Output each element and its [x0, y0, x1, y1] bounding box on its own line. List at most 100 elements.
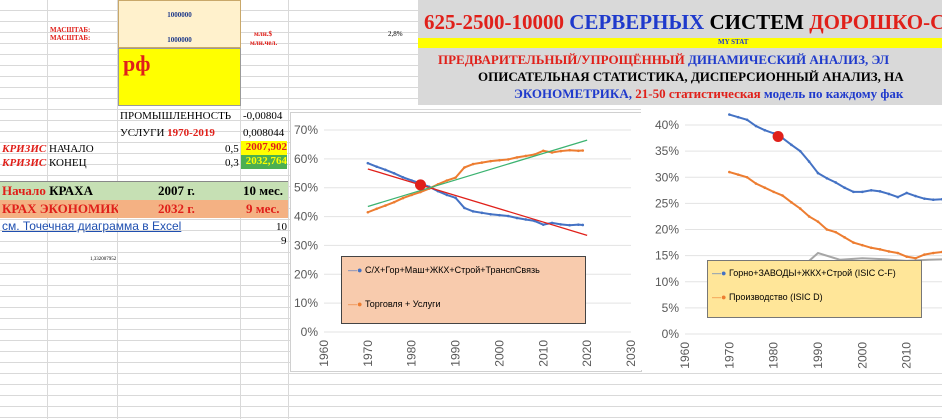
data-point	[581, 223, 585, 227]
percent-cell: 2,8%	[388, 30, 403, 38]
chart-2-legend: —● Горно+ЗАВОДЫ+ЖКХ+Строй (ISIC C-F) —● …	[707, 260, 922, 318]
data-point	[878, 190, 882, 193]
crisis-start-coef: 0,5	[225, 143, 239, 155]
y-tick-label: 40%	[655, 118, 679, 132]
data-point	[923, 197, 926, 200]
data-point	[541, 149, 545, 153]
data-point	[471, 162, 475, 166]
crash-econ-row[interactable]: КРАХ ЭКОНОМИК 2032 г. 9 мес.	[0, 200, 288, 218]
data-point	[896, 251, 900, 255]
x-tick-label: 2030	[624, 340, 638, 367]
unit-label-2: млн.чел.	[250, 39, 278, 47]
series-line	[367, 149, 583, 214]
data-point	[869, 246, 873, 250]
banner-line-1: ПРЕДВАРИТЕЛЬНЫЙ/УПРОЩЁННЫЙ ДИНАМИЧЕСКИЙ …	[438, 52, 890, 67]
data-point	[489, 159, 492, 163]
data-point	[568, 148, 571, 152]
data-point	[577, 223, 580, 226]
chart-1-panel[interactable]: 0% 10% 20% 30% 40% 50% 60% 70% 1960 1970 1980 1990 2…	[290, 112, 642, 372]
data-point	[887, 192, 891, 196]
value-9: 9	[281, 235, 287, 247]
crash-econ-months: 9 мес.	[246, 201, 280, 216]
data-point	[816, 171, 820, 175]
data-point	[541, 223, 545, 226]
unit-label-1: млн.$	[254, 30, 272, 38]
mystat-bar: MY STAT	[418, 38, 942, 48]
data-point	[861, 190, 864, 194]
data-point	[559, 149, 563, 153]
legend-2-item-1: —● Горно+ЗАВОДЫ+ЖКХ+Строй (ISIC C-F)	[712, 268, 896, 278]
value-10: 10	[276, 221, 287, 233]
data-point	[375, 165, 378, 168]
data-point	[825, 176, 829, 180]
x-tick-label: 1960	[317, 340, 331, 367]
banner-line-2: ОПИСАТЕЛЬНАЯ СТАТИСТИКА, ДИСПЕРСИОННЫЙ А…	[478, 69, 904, 84]
crisis-start-year-cell[interactable]: 2007,902	[241, 141, 287, 155]
data-point	[905, 255, 908, 258]
data-point	[366, 161, 370, 165]
crash-start-year: 2007 г.	[158, 183, 195, 198]
data-point	[463, 206, 466, 210]
data-point	[869, 189, 873, 192]
series-line	[729, 113, 942, 201]
series-line	[367, 162, 583, 227]
data-point	[524, 154, 528, 158]
y-tick-label: 5%	[662, 301, 680, 315]
scale-input-mid[interactable]: 1000000	[118, 34, 241, 48]
data-point	[843, 186, 846, 189]
data-point	[524, 218, 528, 221]
data-point	[905, 191, 908, 195]
data-point	[401, 176, 405, 179]
x-tick-label: 2000	[855, 342, 869, 369]
scale-input-top[interactable]: 1000000	[118, 0, 241, 36]
data-point	[445, 193, 449, 197]
data-point	[745, 175, 749, 179]
data-point	[896, 195, 900, 199]
data-point	[798, 207, 802, 210]
y-tick-label: 30%	[294, 238, 318, 252]
x-tick-label: 1960	[678, 342, 692, 369]
y-tick-label: 40%	[294, 210, 318, 224]
crash-start-row[interactable]: Начало КРАХА 2007 г. 10 мес.	[0, 181, 288, 200]
country-cell[interactable]: рф	[118, 48, 241, 106]
y-tick-label: 50%	[294, 181, 318, 195]
y-tick-label: 0%	[301, 325, 319, 339]
data-point	[366, 210, 370, 214]
legend-1-item-1: —● С/Х+Гор+Маш+ЖКХ+Строй+ТранспСвязь	[348, 265, 540, 275]
x-tick-label: 1990	[811, 342, 825, 369]
data-point	[392, 171, 396, 175]
data-point	[825, 228, 829, 231]
crisis-end-coef: 0,3	[225, 157, 239, 169]
data-point	[506, 158, 510, 161]
legend-1-item-2: —● Торговля + Услуги	[348, 299, 441, 309]
data-point	[392, 200, 396, 204]
industry-label: ПРОМЫШЛЕННОСТЬ	[120, 110, 232, 122]
y-tick-label: 30%	[655, 170, 679, 184]
scatter-link[interactable]: см. Точечная диаграмма в Excel	[2, 219, 182, 233]
data-point	[471, 210, 475, 213]
data-point	[790, 201, 793, 204]
data-point	[834, 181, 838, 184]
scale-label-2: МАСШТАБ:	[50, 34, 91, 42]
highlight-marker	[414, 179, 426, 191]
y-tick-label: 10%	[655, 275, 679, 289]
x-tick-label: 2010	[536, 340, 550, 367]
crisis-end-year-cell[interactable]: 2032,764	[241, 155, 287, 169]
x-tick-label: 1970	[361, 340, 375, 367]
data-point	[480, 161, 484, 164]
x-tick-label: 1970	[722, 342, 736, 369]
data-point	[568, 223, 571, 227]
data-point	[581, 149, 585, 152]
data-point	[410, 193, 414, 197]
x-tick-label: 1980	[767, 342, 781, 369]
crisis-end-label: КРИЗИС КОНЕЦ	[2, 157, 87, 169]
data-point	[807, 215, 811, 218]
series-line	[729, 171, 942, 260]
chart-2-panel[interactable]: 0% 5% 10% 15% 20% 25% 30% 35% 40% 1960 1970 1980 199…	[641, 108, 942, 370]
data-point	[798, 149, 802, 153]
data-point	[515, 216, 519, 220]
legend-2-item-2: —● Производство (ISIC D)	[712, 292, 823, 302]
data-point	[454, 196, 457, 200]
y-tick-label: 20%	[655, 223, 679, 237]
trend-line	[367, 139, 588, 208]
